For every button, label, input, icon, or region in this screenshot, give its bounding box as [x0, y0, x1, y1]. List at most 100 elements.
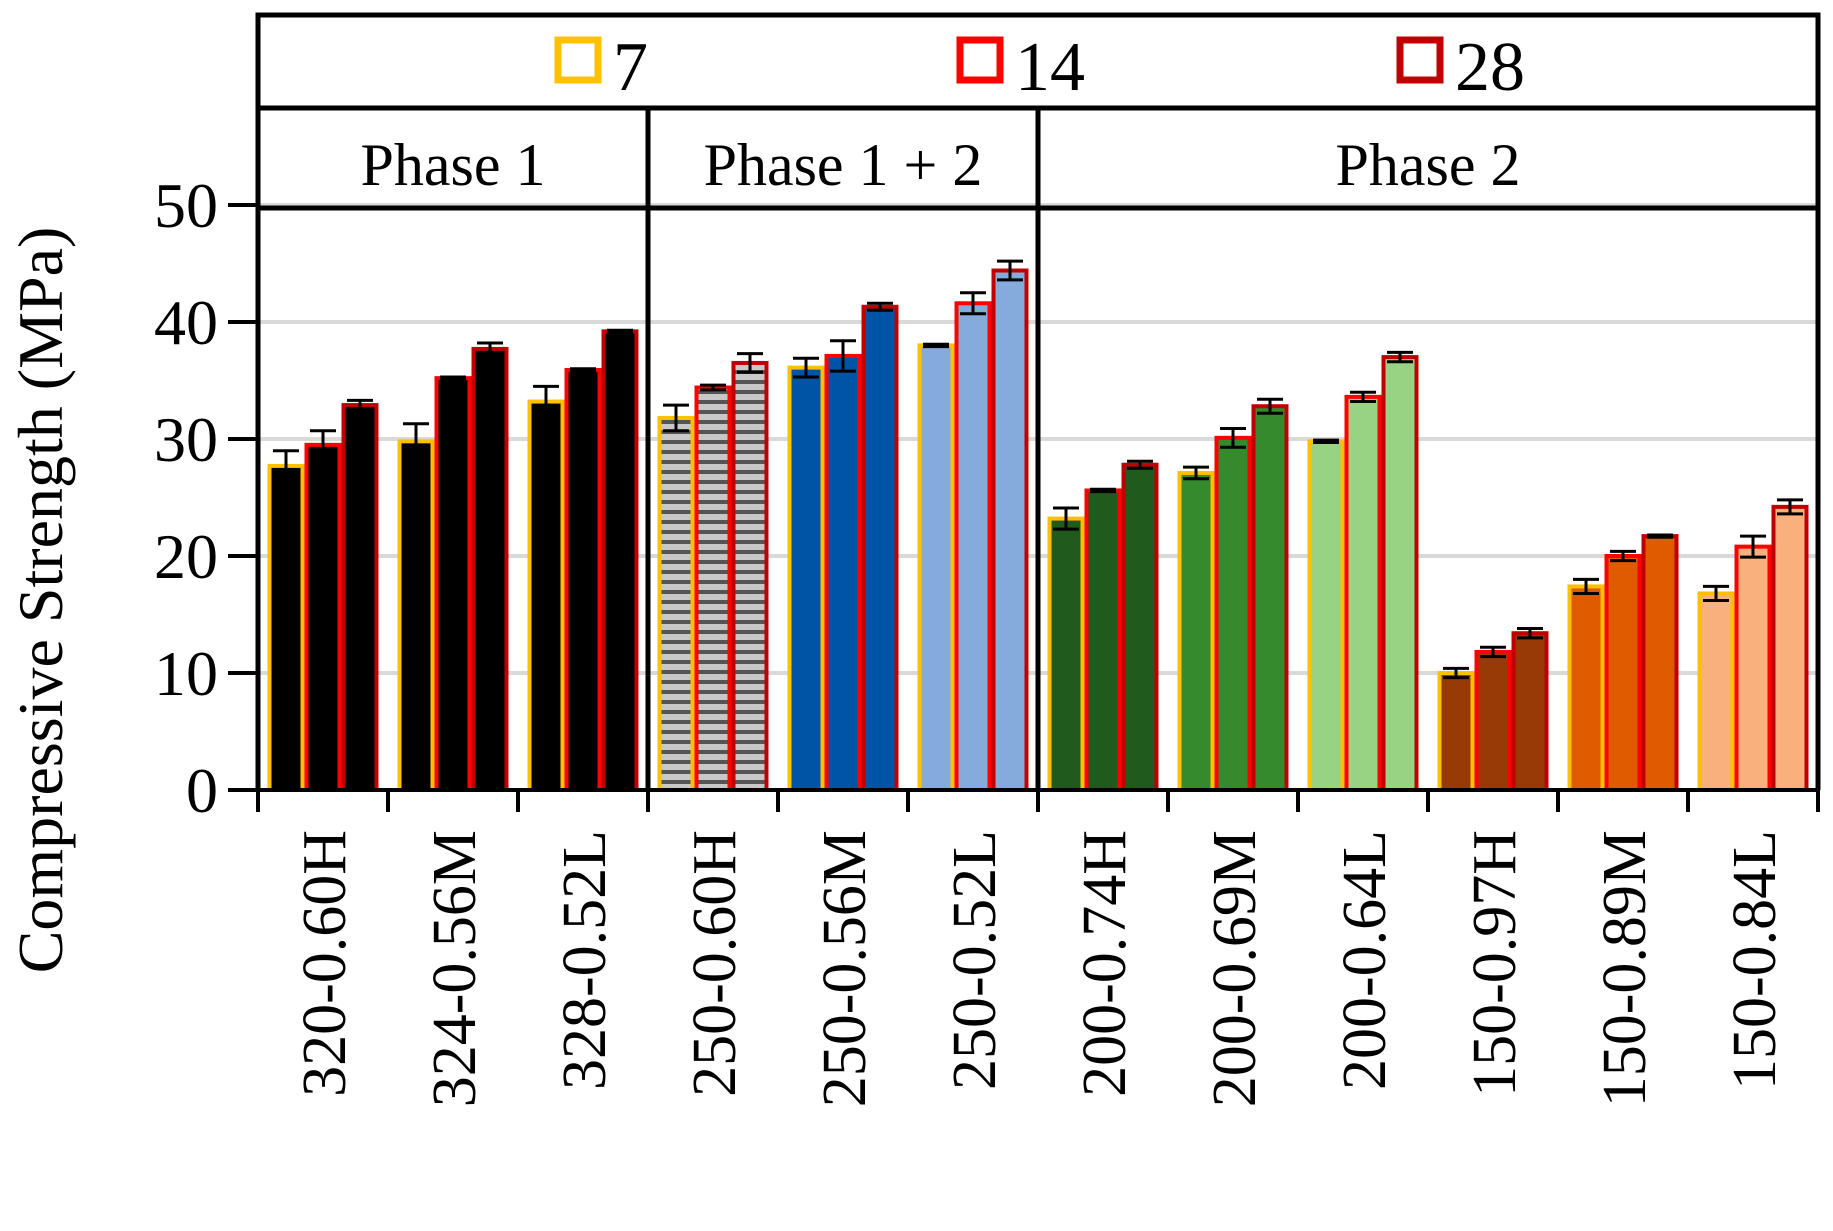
x-tick-label: 324-0.56M: [421, 830, 489, 1107]
bar: [397, 439, 435, 792]
error-bar: [1480, 645, 1506, 659]
error-bar: [1220, 426, 1246, 449]
error-bar: [1573, 577, 1599, 595]
x-tick-label: 200-0.64L: [1331, 830, 1399, 1090]
y-tick-label: 20: [154, 521, 218, 592]
error-bar: [477, 341, 503, 357]
legend-label: 14: [1015, 29, 1085, 106]
legend: 7 14 28: [554, 29, 1525, 106]
y-tick-label: 30: [154, 404, 218, 475]
error-bar: [1517, 627, 1543, 640]
bar: [304, 442, 342, 792]
bar: [1177, 470, 1215, 792]
error-bar: [1090, 487, 1116, 494]
bar: [471, 346, 509, 792]
bar: [787, 365, 825, 792]
x-tick-label: 200-0.74H: [1071, 830, 1139, 1097]
error-bar: [1647, 533, 1673, 539]
bar: [1381, 355, 1419, 792]
y-tick-label: 40: [154, 287, 218, 358]
legend-swatch: [956, 36, 1004, 84]
error-bar: [830, 339, 856, 373]
error-bar: [1387, 350, 1413, 364]
y-tick-label: 10: [154, 638, 218, 709]
bar: [1511, 631, 1549, 792]
bar: [1344, 394, 1382, 792]
bar: [1604, 554, 1642, 792]
error-bar: [700, 383, 726, 392]
error-bar: [310, 429, 336, 461]
bar: [601, 329, 639, 792]
bar: [1307, 439, 1345, 792]
legend-label: 28: [1455, 29, 1525, 106]
error-bar: [1740, 534, 1766, 559]
error-bar: [1777, 498, 1803, 516]
y-tick-label: 0: [186, 755, 218, 826]
bar: [1697, 591, 1735, 792]
x-tick-label: 250-0.56M: [811, 830, 879, 1107]
bar: [1121, 462, 1159, 792]
error-bar: [607, 328, 633, 335]
y-axis-title: Compressive Strength (MPa): [5, 227, 76, 974]
phase-label: Phase 1: [361, 132, 546, 198]
bar: [1734, 544, 1772, 793]
bar: [1084, 488, 1122, 792]
x-tick-label: 320-0.60H: [291, 830, 359, 1097]
y-tick-label: 50: [154, 170, 218, 241]
x-tick-label: 150-0.89M: [1591, 830, 1659, 1107]
error-bars: [273, 259, 1803, 680]
bar: [1641, 534, 1679, 792]
x-tick-label: 150-0.84L: [1721, 830, 1789, 1090]
bar: [731, 360, 769, 792]
bar: [1474, 649, 1512, 792]
phase-label: Phase 2: [1336, 132, 1521, 198]
phase-label: Phase 1 + 2: [704, 132, 983, 198]
error-bar: [1443, 666, 1469, 680]
error-bar: [793, 356, 819, 379]
legend-swatch: [554, 36, 602, 84]
error-bar: [867, 301, 893, 312]
legend-label: 7: [613, 29, 648, 106]
bar: [991, 268, 1029, 792]
bar: [694, 385, 732, 792]
x-axis: 320-0.60H 324-0.56M 328-0.52L 250-0.60H 250-…: [256, 788, 1820, 1107]
bar: [527, 399, 565, 792]
legend-item: 7: [554, 29, 648, 106]
legend-item: 14: [956, 29, 1085, 106]
error-bar: [737, 352, 763, 374]
error-bar: [1053, 506, 1079, 531]
bar: [954, 301, 992, 792]
error-bar: [1610, 549, 1636, 563]
error-bar: [923, 342, 949, 349]
error-bar: [1127, 459, 1153, 470]
x-tick-label: 200-0.69M: [1201, 830, 1269, 1107]
bar: [1771, 504, 1809, 792]
error-bar: [997, 259, 1023, 282]
x-tick-label: 150-0.97H: [1461, 830, 1529, 1097]
bar: [824, 353, 862, 792]
x-tick-label: 250-0.60H: [681, 830, 749, 1097]
error-bar: [1313, 438, 1339, 445]
x-tick-label: 250-0.52L: [941, 830, 1009, 1090]
phase-header: Phase 1 Phase 1 + 2 Phase 2: [361, 132, 1521, 198]
x-tick-label: 328-0.52L: [551, 830, 619, 1090]
bar: [917, 343, 955, 792]
error-bar: [1257, 397, 1283, 415]
legend-swatch: [1396, 36, 1444, 84]
error-bar: [1703, 584, 1729, 602]
chart-frame: [255, 12, 1821, 790]
error-bar: [1183, 465, 1209, 481]
bar: [1437, 671, 1475, 792]
error-bar: [663, 403, 689, 433]
bar: [1251, 404, 1289, 792]
error-bar: [273, 449, 299, 483]
error-bar: [403, 422, 429, 461]
error-bar: [960, 291, 986, 316]
bar: [1214, 435, 1252, 792]
bar: [267, 463, 305, 792]
bar: [564, 367, 602, 792]
error-bar: [347, 398, 373, 412]
error-bar: [533, 384, 559, 419]
